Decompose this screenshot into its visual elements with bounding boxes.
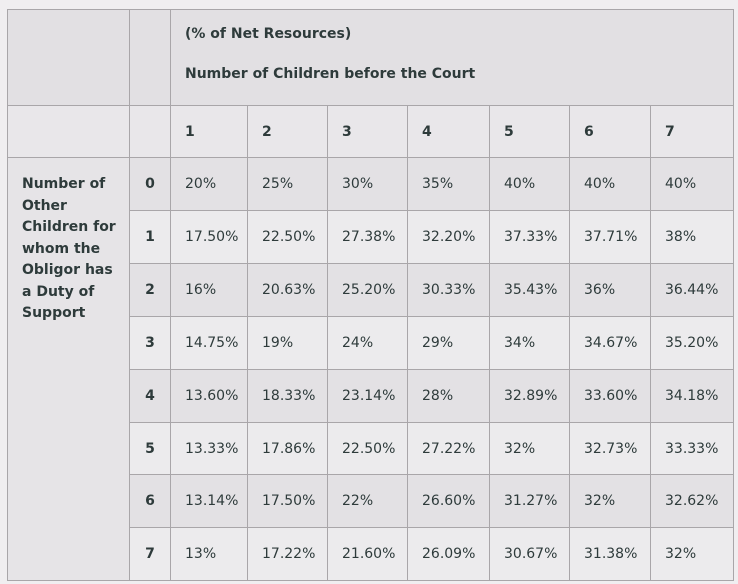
percentage-cell: 40% [649,157,735,211]
percentage-cell: 27.22% [407,422,490,475]
row-index: 2 [129,263,171,317]
percentage-cell: 33.33% [649,422,735,475]
percentage-cell: 28% [407,369,490,423]
percentage-cell: 23.14% [327,369,408,423]
table-row: 7 13% 17.22% 21.60% 26.09% 30.67% 31.38% 32% [8,527,735,581]
percentage-cell: 30% [327,157,408,211]
percentage-cell: 27.38% [327,210,408,264]
percentage-cell: 22.50% [247,210,328,264]
header-index-blank-cell [129,105,171,158]
percentage-cell: 40% [489,157,570,211]
percentage-cell: 22.50% [327,422,408,475]
title-percent-net-resources: (% of Net Resources) [185,26,352,42]
percentage-cell: 34% [489,316,570,370]
percentage-cell: 18.33% [247,369,328,423]
row-index: 5 [129,422,171,475]
percentage-cell: 16% [170,263,248,317]
percentage-cell: 30.33% [407,263,490,317]
title-children-before-court: Number of Children before the Court [185,66,476,82]
percentage-cell: 32% [649,527,735,581]
table-row: 5 13.33% 17.86% 22.50% 27.22% 32% 32.73% 33.33% [8,422,735,475]
column-header: 7 [649,105,735,158]
percentage-cell: 37.71% [569,210,651,264]
percentage-cell: 32.89% [489,369,570,423]
percentage-cell: 20% [170,157,248,211]
percentage-cell: 25% [247,157,328,211]
percentage-cell: 36.44% [649,263,735,317]
row-index: 0 [129,157,171,211]
row-index: 3 [129,316,171,370]
percentage-cell: 35.20% [649,316,735,370]
corner-blank-cell [7,9,130,106]
row-header-label: Number of Other Children for whom the Ob… [7,157,130,581]
percentage-cell: 24% [327,316,408,370]
row-index: 4 [129,369,171,423]
column-header: 5 [489,105,570,158]
column-header: 4 [407,105,490,158]
percentage-cell: 31.27% [489,474,570,528]
percentage-cell: 29% [407,316,490,370]
column-header: 3 [327,105,408,158]
index-blank-cell [129,9,171,106]
percentage-cell: 32.20% [407,210,490,264]
column-header: 1 [170,105,248,158]
table-row: 3 14.75% 19% 24% 29% 34% 34.67% 35.20% [8,316,735,370]
percentage-cell: 25.20% [327,263,408,317]
table-title: (% of Net Resources) Number of Children … [169,9,735,106]
percentage-cell: 20.63% [247,263,328,317]
percentage-cell: 13.60% [170,369,248,423]
percentage-cell: 13.14% [170,474,248,528]
percentage-cell: 14.75% [170,316,248,370]
percentage-cell: 32% [569,474,651,528]
percentage-cell: 34.67% [569,316,651,370]
percentage-cell: 17.50% [247,474,328,528]
table-row: Number of Other Children for whom the Ob… [7,157,735,581]
percentage-cell: 38% [649,210,735,264]
percentage-cell: 32.62% [649,474,735,528]
child-support-percentage-table: (% of Net Resources) Number of Children … [7,9,735,581]
percentage-cell: 17.50% [170,210,248,264]
row-index: 1 [129,210,171,264]
percentage-cell: 35% [407,157,490,211]
percentage-cell: 17.86% [247,422,328,475]
percentage-cell: 33.60% [569,369,651,423]
percentage-cell: 17.22% [247,527,328,581]
percentage-cell: 26.60% [407,474,490,528]
percentage-cell: 34.18% [649,369,735,423]
header-blank-cell [7,105,130,158]
percentage-cell: 35.43% [489,263,570,317]
percentage-cell: 36% [569,263,651,317]
row-index: 7 [129,527,171,581]
percentage-cell: 32% [489,422,570,475]
percentage-cell: 32.73% [569,422,651,475]
percentage-cell: 19% [247,316,328,370]
percentage-cell: 40% [569,157,651,211]
table-row: 2 16% 20.63% 25.20% 30.33% 35.43% 36% 36.44% [8,263,735,317]
column-header: 2 [247,105,328,158]
row-index: 6 [129,474,171,528]
percentage-cell: 13.33% [170,422,248,475]
column-header: 6 [569,105,651,158]
table-row: 4 13.60% 18.33% 23.14% 28% 32.89% 33.60% 34.18% [8,369,735,423]
table-row: 1 17.50% 22.50% 27.38% 32.20% 37.33% 37.71% 38% [8,210,735,264]
table-row: 6 13.14% 17.50% 22% 26.60% 31.27% 32% 32.62% [8,474,735,528]
percentage-cell: 26.09% [407,527,490,581]
percentage-cell: 31.38% [569,527,651,581]
percentage-cell: 30.67% [489,527,570,581]
percentage-cell: 22% [327,474,408,528]
percentage-cell: 21.60% [327,527,408,581]
percentage-cell: 37.33% [489,210,570,264]
percentage-cell: 13% [170,527,248,581]
